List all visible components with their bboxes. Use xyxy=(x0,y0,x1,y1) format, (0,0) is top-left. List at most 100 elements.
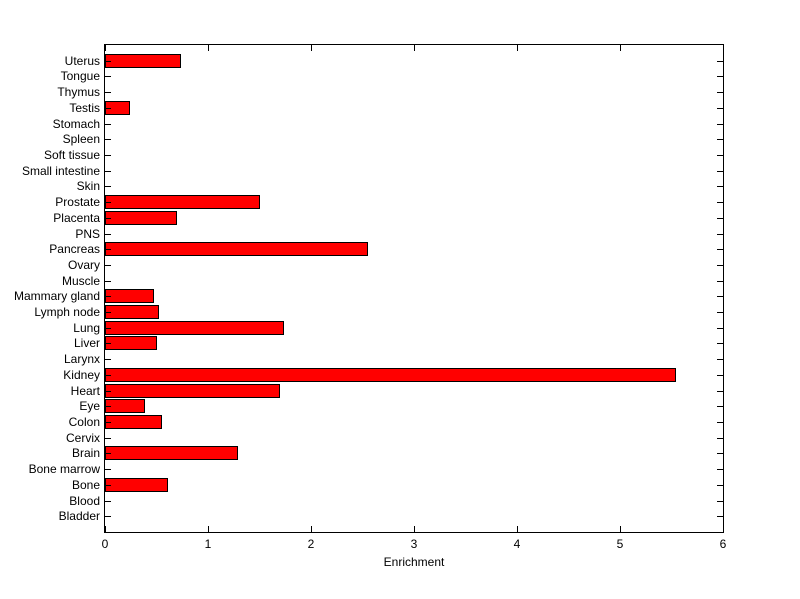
y-axis-tick-left-muscle xyxy=(105,281,111,282)
bar-mammary-gland xyxy=(105,289,154,303)
y-tick-label-heart: Heart xyxy=(70,384,100,398)
y-tick-label-uterus: Uterus xyxy=(64,54,100,68)
y-axis-tick-left-heart xyxy=(105,391,111,392)
y-tick-label-muscle: Muscle xyxy=(61,274,100,288)
y-axis-tick-left-skin xyxy=(105,186,111,187)
bar-heart xyxy=(105,384,280,398)
bar-bone xyxy=(105,478,168,492)
y-axis-tick-right-stomach xyxy=(717,124,723,125)
y-axis-tick-left-ovary xyxy=(105,265,111,266)
y-axis-tick-right-ovary xyxy=(717,265,723,266)
y-axis-tick-right-larynx xyxy=(717,359,723,360)
y-tick-label-thymus: Thymus xyxy=(57,85,100,99)
y-axis-tick-right-spleen xyxy=(717,139,723,140)
y-axis-tick-right-tongue xyxy=(717,76,723,77)
bar-liver xyxy=(105,336,157,350)
bar-prostate xyxy=(105,195,260,209)
bar-placenta xyxy=(105,211,177,225)
y-axis-tick-right-skin xyxy=(717,186,723,187)
y-axis-tick-left-stomach xyxy=(105,124,111,125)
y-tick-label-skin: Skin xyxy=(76,179,100,193)
plot-area xyxy=(104,44,724,533)
y-axis-tick-left-soft-tissue xyxy=(105,155,111,156)
x-axis-tick-bottom-5 xyxy=(620,526,621,532)
y-axis-tick-right-pns xyxy=(717,234,723,235)
y-tick-label-liver: Liver xyxy=(73,336,100,350)
y-tick-label-ovary: Ovary xyxy=(67,258,100,272)
y-tick-label-small-intestine: Small intestine xyxy=(21,164,100,178)
y-tick-label-eye: Eye xyxy=(79,399,100,413)
y-axis-tick-left-small-intestine xyxy=(105,171,111,172)
y-axis-tick-right-lymph-node xyxy=(717,312,723,313)
x-axis-tick-bottom-3 xyxy=(414,526,415,532)
bar-colon xyxy=(105,415,162,429)
y-axis-tick-right-small-intestine xyxy=(717,171,723,172)
y-axis-tick-left-liver xyxy=(105,343,111,344)
y-axis-tick-right-brain xyxy=(717,453,723,454)
y-axis-tick-left-prostate xyxy=(105,202,111,203)
y-axis-tick-right-bladder xyxy=(717,516,723,517)
x-tick-label-3: 3 xyxy=(410,537,418,551)
y-tick-label-testis: Testis xyxy=(69,101,100,115)
x-axis-tick-bottom-1 xyxy=(208,526,209,532)
y-tick-label-colon: Colon xyxy=(68,415,100,429)
x-tick-label-0: 0 xyxy=(101,537,109,551)
x-tick-label-4: 4 xyxy=(513,537,521,551)
x-axis-title: Enrichment xyxy=(383,555,445,569)
y-axis-tick-left-eye xyxy=(105,406,111,407)
x-axis-tick-top-3 xyxy=(414,45,415,51)
y-axis-tick-right-bone xyxy=(717,485,723,486)
y-axis-tick-left-pns xyxy=(105,234,111,235)
y-tick-label-larynx: Larynx xyxy=(63,352,100,366)
y-axis-tick-left-blood xyxy=(105,501,111,502)
y-tick-label-placenta: Placenta xyxy=(53,211,100,225)
y-axis-tick-left-bone-marrow xyxy=(105,469,111,470)
y-axis-tick-left-tongue xyxy=(105,76,111,77)
y-tick-label-soft-tissue: Soft tissue xyxy=(43,148,100,162)
y-axis-tick-right-kidney xyxy=(717,375,723,376)
x-axis-tick-bottom-6 xyxy=(723,526,724,532)
y-axis-tick-right-lung xyxy=(717,328,723,329)
y-axis-tick-left-brain xyxy=(105,453,111,454)
x-axis-tick-top-4 xyxy=(517,45,518,51)
x-axis-tick-top-5 xyxy=(620,45,621,51)
y-axis-tick-left-mammary-gland xyxy=(105,296,111,297)
y-tick-label-brain: Brain xyxy=(71,446,100,460)
y-tick-label-bladder: Bladder xyxy=(58,509,100,523)
y-tick-label-prostate: Prostate xyxy=(55,195,100,209)
y-axis-tick-right-prostate xyxy=(717,202,723,203)
y-tick-label-spleen: Spleen xyxy=(62,132,100,146)
y-axis-tick-left-cervix xyxy=(105,438,111,439)
y-axis-tick-left-thymus xyxy=(105,92,111,93)
y-axis-tick-left-spleen xyxy=(105,139,111,140)
y-axis-tick-right-mammary-gland xyxy=(717,296,723,297)
x-tick-label-1: 1 xyxy=(204,537,212,551)
bar-uterus xyxy=(105,54,181,68)
y-tick-label-pns: PNS xyxy=(75,227,100,241)
bar-pancreas xyxy=(105,242,368,256)
y-tick-label-cervix: Cervix xyxy=(65,431,100,445)
y-axis-tick-left-testis xyxy=(105,108,111,109)
y-axis-tick-right-placenta xyxy=(717,218,723,219)
y-axis-tick-right-muscle xyxy=(717,281,723,282)
x-axis-tick-top-0 xyxy=(105,45,106,51)
y-axis-tick-right-eye xyxy=(717,406,723,407)
x-axis-tick-top-1 xyxy=(208,45,209,51)
y-axis-tick-right-heart xyxy=(717,391,723,392)
y-axis-tick-right-pancreas xyxy=(717,249,723,250)
y-axis-tick-left-bone xyxy=(105,485,111,486)
x-axis-tick-top-6 xyxy=(723,45,724,51)
y-axis-tick-right-blood xyxy=(717,501,723,502)
y-tick-label-tongue: Tongue xyxy=(60,69,100,83)
x-axis-tick-bottom-4 xyxy=(517,526,518,532)
y-axis-tick-right-thymus xyxy=(717,92,723,93)
x-tick-label-6: 6 xyxy=(719,537,727,551)
y-axis-tick-right-soft-tissue xyxy=(717,155,723,156)
bar-lymph-node xyxy=(105,305,159,319)
y-tick-label-pancreas: Pancreas xyxy=(49,242,100,256)
y-axis-tick-right-cervix xyxy=(717,438,723,439)
y-tick-label-kidney: Kidney xyxy=(63,368,100,382)
x-axis-tick-bottom-2 xyxy=(311,526,312,532)
y-axis-tick-left-kidney xyxy=(105,375,111,376)
